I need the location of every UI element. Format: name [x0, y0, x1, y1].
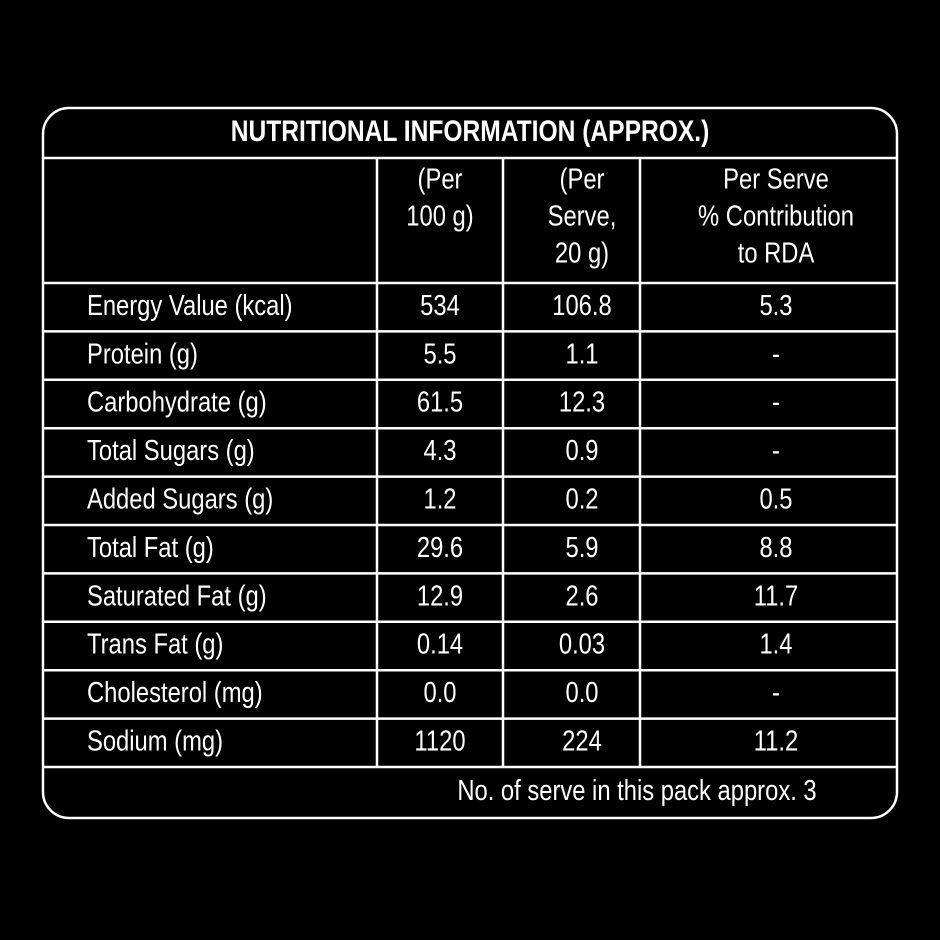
- row-label: Sodium (mg): [87, 724, 223, 757]
- cell-value: 106.8: [552, 289, 611, 322]
- cell-value: 0.9: [565, 434, 598, 467]
- row-label: Protein (g): [87, 337, 198, 370]
- cell-value: 224: [562, 724, 602, 757]
- row-label: Trans Fat (g): [87, 627, 223, 660]
- cell-value: 5.3: [759, 289, 792, 322]
- cell-value: 12.9: [417, 579, 463, 612]
- cell-value: 1.2: [423, 482, 456, 515]
- row-label: Added Sugars (g): [87, 482, 273, 515]
- column-header: (Per: [418, 162, 463, 195]
- cell-value: 534: [420, 289, 460, 322]
- row-label: Total Fat (g): [87, 531, 214, 564]
- column-header: % Contribution: [698, 199, 854, 232]
- cell-value: 1120: [414, 724, 465, 757]
- cell-value: -: [772, 434, 780, 467]
- cell-value: 0.03: [559, 627, 605, 660]
- column-header: Per Serve: [723, 162, 829, 195]
- row-label: Saturated Fat (g): [87, 579, 267, 612]
- cell-value: 0.0: [423, 676, 456, 709]
- cell-value: 0.14: [417, 627, 463, 660]
- cell-value: 8.8: [759, 531, 792, 564]
- cell-value: 11.2: [754, 724, 798, 757]
- cell-value: 0.0: [565, 676, 598, 709]
- cell-value: 5.9: [565, 531, 598, 564]
- column-header: to RDA: [738, 236, 815, 269]
- cell-value: 12.3: [559, 385, 605, 418]
- column-header: 100 g): [406, 199, 473, 232]
- cell-value: 0.2: [565, 482, 598, 515]
- cell-value: 61.5: [417, 385, 463, 418]
- cell-value: 11.7: [754, 579, 798, 612]
- row-label: Cholesterol (mg): [87, 676, 263, 709]
- cell-value: 5.5: [423, 337, 456, 370]
- column-header: (Per: [560, 162, 605, 195]
- cell-value: 0.5: [759, 482, 792, 515]
- cell-value: 2.6: [565, 579, 598, 612]
- cell-value: -: [772, 676, 780, 709]
- row-label: Carbohydrate (g): [87, 385, 267, 418]
- cell-value: 4.3: [423, 434, 456, 467]
- footer-note: No. of serve in this pack approx. 3: [457, 774, 816, 807]
- cell-value: -: [772, 385, 780, 418]
- column-header: 20 g): [555, 236, 609, 269]
- table-border: [41, 106, 899, 820]
- table-title: NUTRITIONAL INFORMATION (APPROX.): [231, 114, 710, 148]
- cell-value: -: [772, 337, 780, 370]
- cell-value: 1.4: [759, 627, 792, 660]
- row-label: Total Sugars (g): [87, 434, 255, 467]
- cell-value: 1.1: [565, 337, 598, 370]
- column-header: Serve,: [548, 199, 617, 232]
- cell-value: 29.6: [417, 531, 463, 564]
- row-label: Energy Value (kcal): [87, 289, 293, 322]
